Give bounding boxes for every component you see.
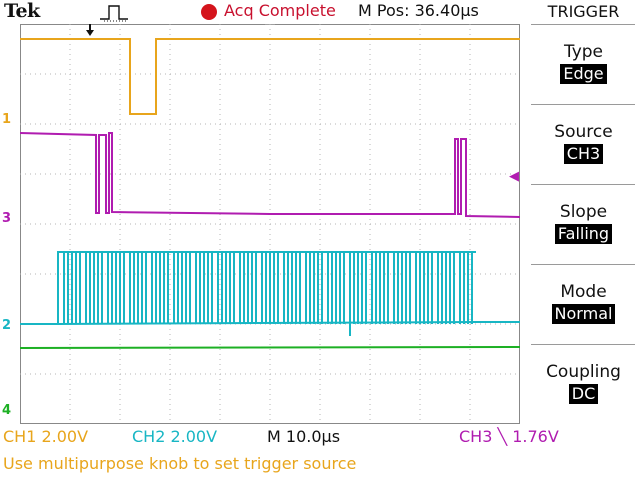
horizontal-position-readout: M Pos: 36.40µs xyxy=(358,1,479,20)
acquisition-indicator-icon xyxy=(201,4,217,20)
menu-item-source[interactable]: Source CH3 xyxy=(527,104,640,182)
brand-logo: Tek xyxy=(4,0,40,22)
ch4-waveform xyxy=(20,346,520,349)
ch2-waveform xyxy=(20,251,520,336)
timebase-readout: M 10.0µs xyxy=(267,427,341,446)
menu-item-label: Source xyxy=(554,122,613,142)
left-arrow-icon[interactable]: ◀ xyxy=(509,169,519,184)
ch3-marker[interactable]: 3 xyxy=(2,211,12,226)
ch3-waveform xyxy=(20,132,520,218)
readout-bar: CH1 2.00V CH2 2.00V M 10.0µs CH3 ╲ 1.76V… xyxy=(0,424,640,480)
menu-item-coupling[interactable]: Coupling DC xyxy=(527,344,640,422)
menu-item-value: Falling xyxy=(554,224,613,244)
status-bar: Tek Acq Complete M Pos: 36.40µs xyxy=(0,0,525,24)
down-arrow-icon xyxy=(86,30,94,36)
menu-item-label: Slope xyxy=(559,202,608,222)
menu-item-value: Edge xyxy=(560,64,607,84)
ch2-scale-readout: CH2 2.00V xyxy=(132,427,218,446)
menu-item-label: Mode xyxy=(560,282,607,302)
menu-item-value: CH3 xyxy=(563,144,604,164)
menu-item-label: Coupling xyxy=(546,362,621,382)
acquisition-status: Acq Complete xyxy=(224,1,336,20)
menu-item-type[interactable]: Type Edge xyxy=(527,24,640,102)
ch1-scale-readout: CH1 2.00V xyxy=(3,427,89,446)
waveform-display[interactable] xyxy=(20,24,520,424)
ch1-marker[interactable]: 1 xyxy=(2,112,12,127)
trigger-readout: CH3 ╲ 1.76V xyxy=(459,427,559,446)
ch2-marker[interactable]: 2 xyxy=(2,318,12,333)
menu-item-value: DC xyxy=(568,384,599,404)
hint-message: Use multipurpose knob to set trigger sou… xyxy=(3,454,357,473)
pulse-icon xyxy=(100,5,128,22)
menu-item-mode[interactable]: Mode Normal xyxy=(527,264,640,342)
ch1-waveform xyxy=(20,38,520,115)
menu-title: TRIGGER xyxy=(547,2,620,21)
menu-item-slope[interactable]: Slope Falling xyxy=(527,184,640,262)
trigger-menu: TRIGGER Type Edge Source CH3 Slope Falli… xyxy=(527,0,640,424)
ch4-marker[interactable]: 4 xyxy=(2,403,12,418)
menu-item-label: Type xyxy=(563,42,604,62)
menu-item-value: Normal xyxy=(551,304,616,324)
